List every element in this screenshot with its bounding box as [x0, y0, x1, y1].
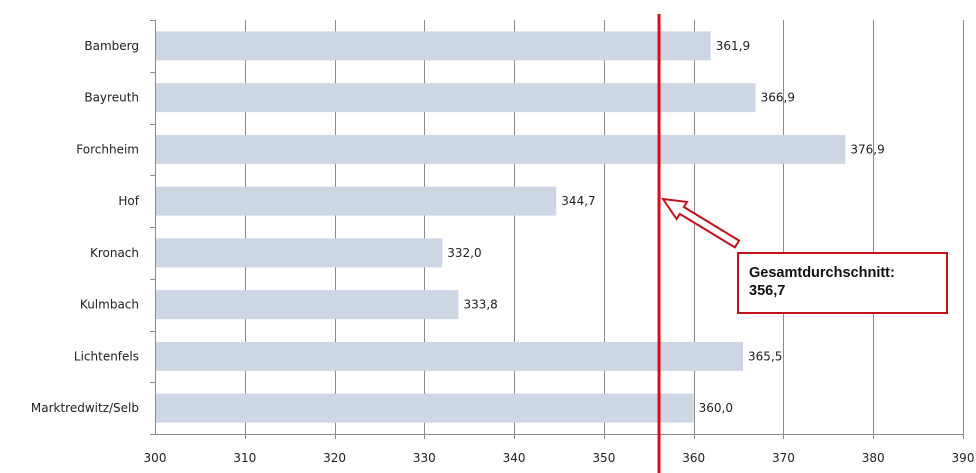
x-tick-label: 380: [862, 451, 885, 465]
data-label: 365,5: [748, 349, 782, 363]
bars: [156, 31, 846, 423]
category-label: Marktredwitz/Selb: [31, 401, 139, 415]
x-tick-label: 330: [413, 451, 436, 465]
average-callout: Gesamtdurchschnitt: 356,7: [737, 252, 948, 314]
category-label: Lichtenfels: [74, 349, 139, 363]
category-label: Forchheim: [76, 142, 139, 156]
x-tick-label: 360: [682, 451, 705, 465]
bar: [156, 238, 443, 268]
data-label: 332,0: [447, 246, 481, 260]
x-tick-label: 310: [233, 451, 256, 465]
data-label: 366,9: [761, 91, 795, 105]
category-label: Kronach: [90, 246, 139, 260]
category-label: Bamberg: [84, 39, 139, 53]
axis: [150, 20, 963, 435]
x-tick-label: 370: [772, 451, 795, 465]
category-label: Bayreuth: [84, 91, 139, 105]
x-tick-label: 390: [952, 451, 975, 465]
category-labels: Bamberg Bayreuth Forchheim Hof Kronach Kulmba…: [31, 39, 140, 415]
x-tick-label: 300: [144, 451, 167, 465]
bar: [156, 186, 557, 216]
arrow-shape: [660, 197, 741, 249]
x-tick-label: 340: [503, 451, 526, 465]
bar: [156, 83, 756, 113]
callout-arrow-icon: [660, 197, 741, 249]
bar: [156, 290, 459, 320]
bar: [156, 134, 846, 164]
category-label: Kulmbach: [80, 298, 139, 312]
x-tick-label: 320: [323, 451, 346, 465]
data-label: 361,9: [716, 39, 750, 53]
bar: [156, 393, 694, 423]
gridlines: [245, 20, 964, 439]
data-labels: 361,9 366,9 376,9 344,7 332,0 333,8 365,5 360,0: [447, 39, 884, 415]
x-tick-label: 350: [592, 451, 615, 465]
average-callout-value: 356,7: [749, 283, 786, 299]
category-label: Hof: [118, 194, 139, 208]
data-label: 360,0: [699, 401, 733, 415]
data-label: 344,7: [561, 194, 595, 208]
x-tick-labels: 300 310 320 330 340 350 360 370 380 390: [144, 451, 975, 465]
data-label: 333,8: [463, 298, 497, 312]
bar: [156, 341, 744, 371]
bar: [156, 31, 711, 61]
data-label: 376,9: [850, 142, 884, 156]
average-callout-title: Gesamtdurchschnitt:: [749, 265, 895, 281]
